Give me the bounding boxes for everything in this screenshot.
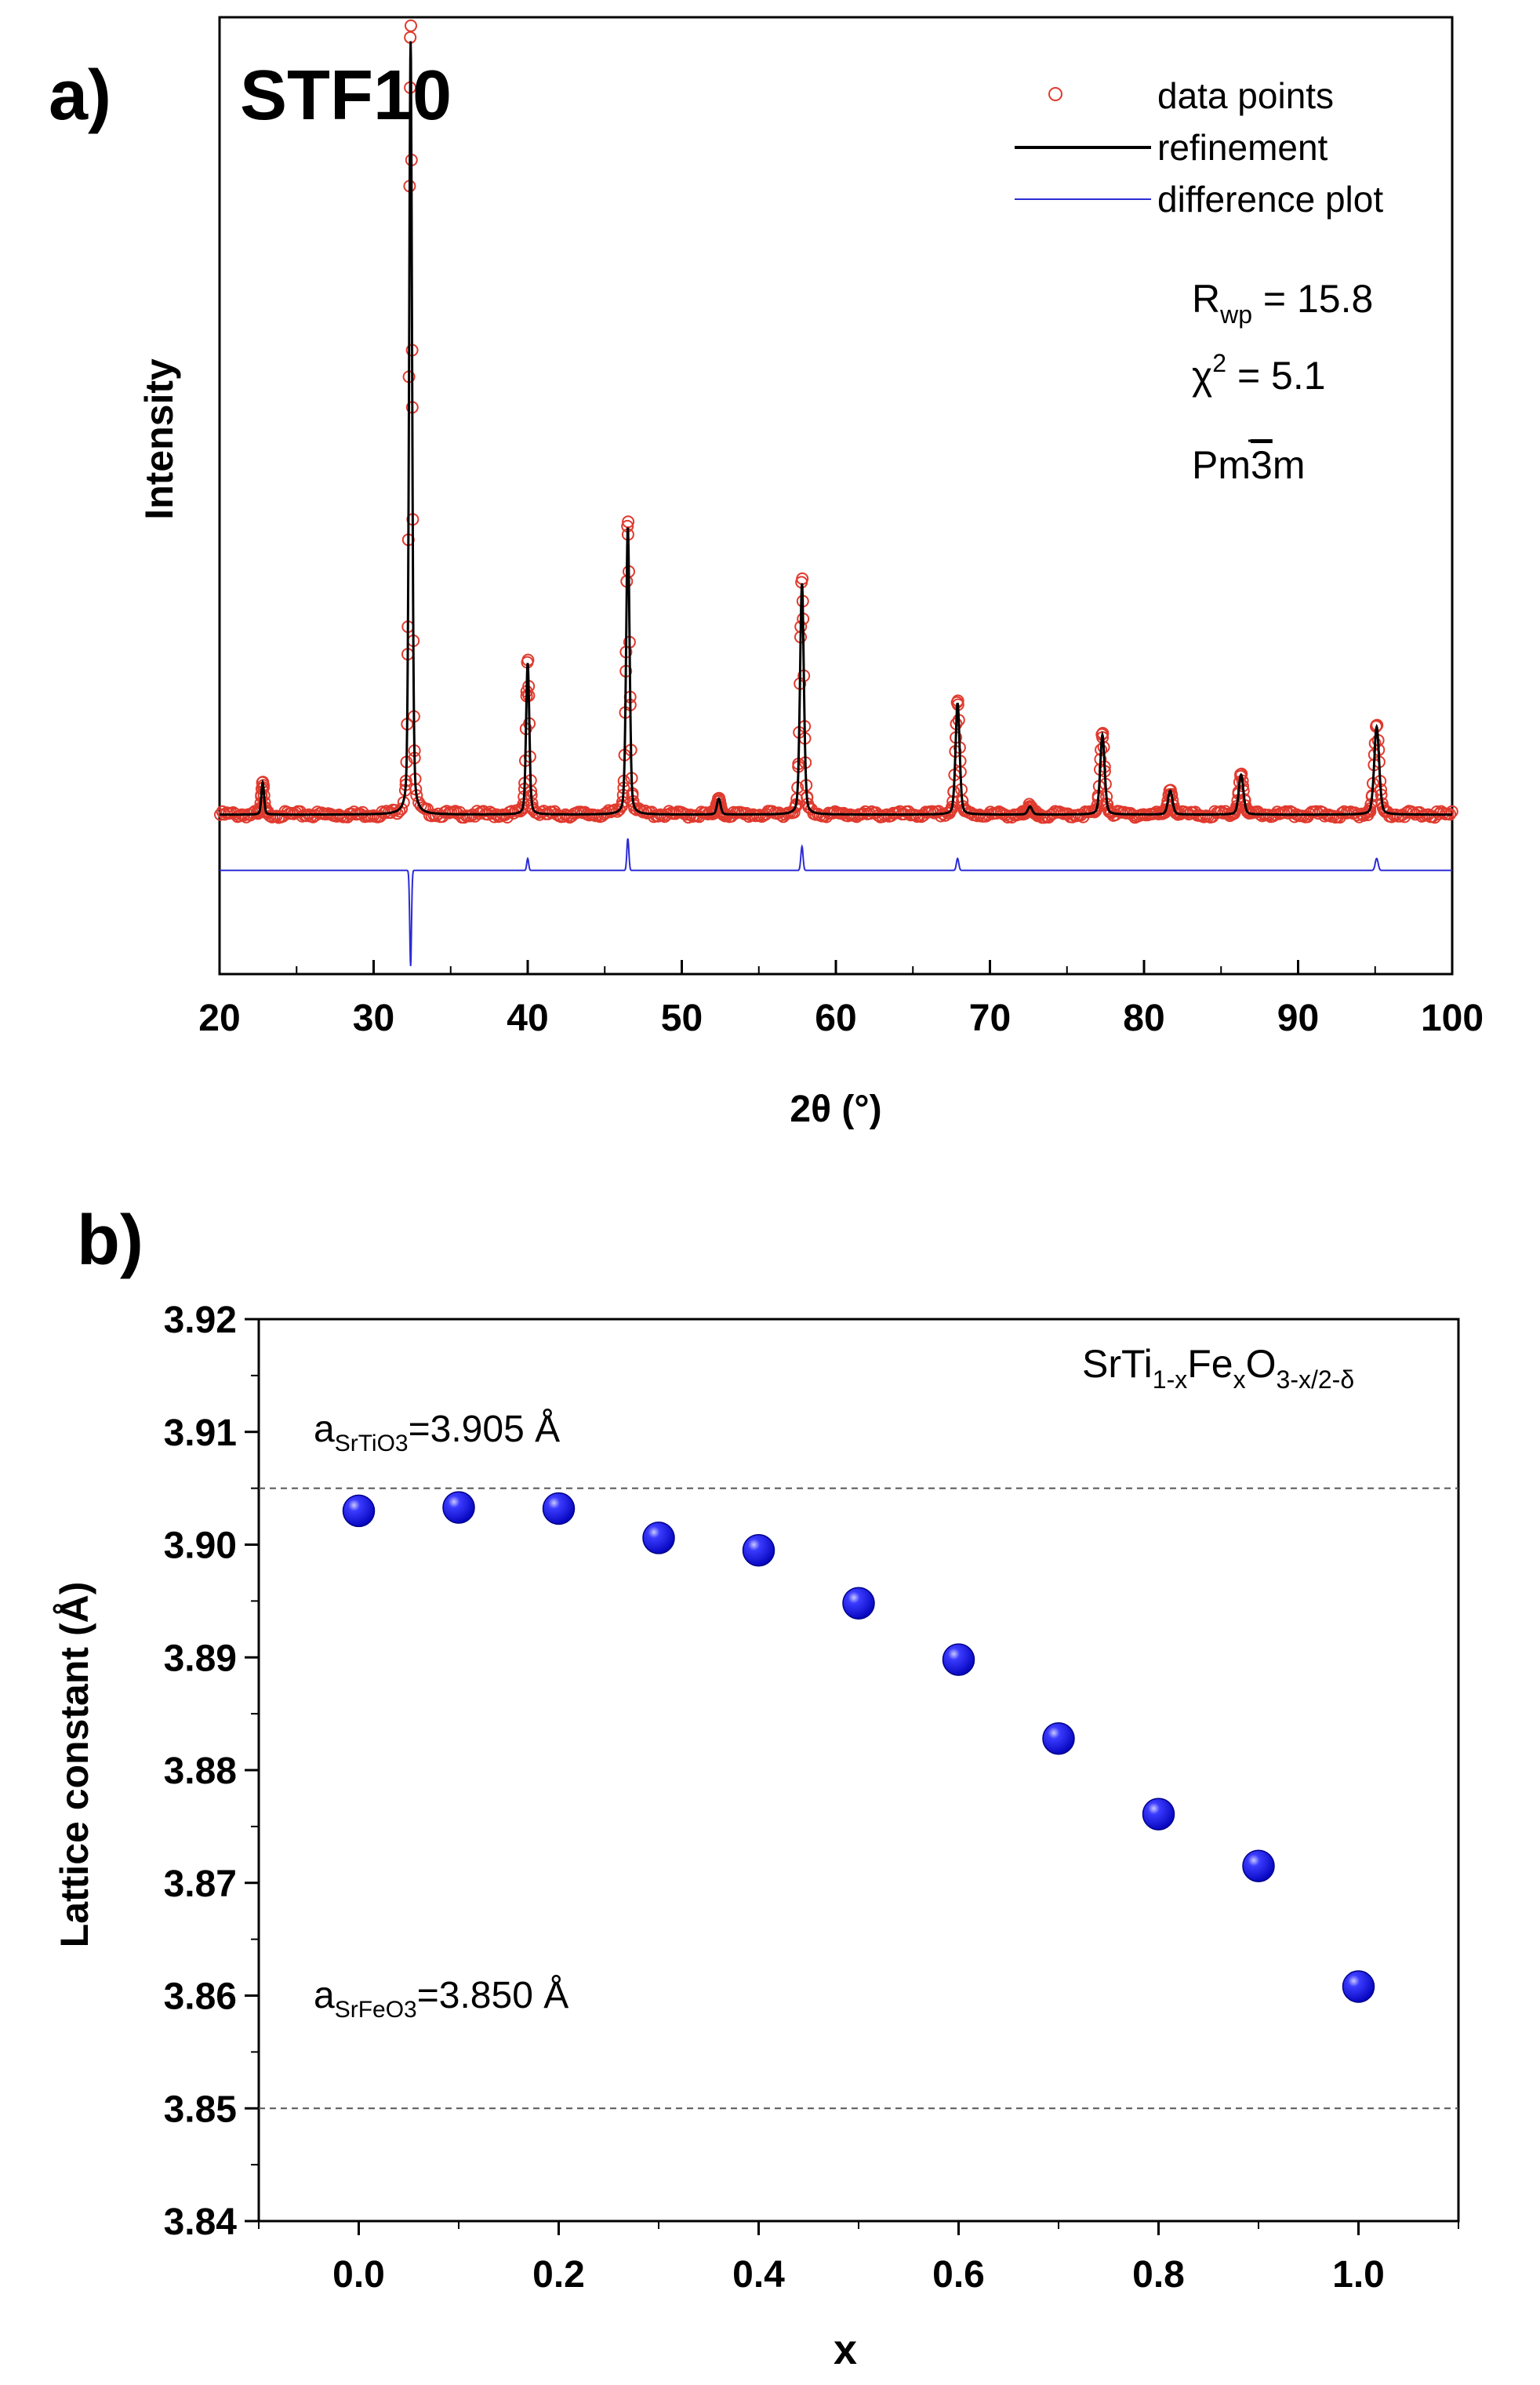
panel-b-x-ticks bbox=[258, 2221, 1459, 2235]
panel-a-x-tick-label: 30 bbox=[353, 998, 394, 1039]
data-point bbox=[1088, 805, 1101, 819]
data-point bbox=[430, 809, 443, 823]
panel-b-y-tick-label: 3.89 bbox=[164, 1638, 237, 1679]
data-point bbox=[1378, 804, 1391, 817]
panel-b-y-ticks bbox=[245, 1318, 259, 2223]
data-point bbox=[1240, 805, 1254, 818]
lattice-point bbox=[742, 1533, 775, 1567]
annotation-space-group: Pm3m bbox=[1192, 443, 1305, 487]
panel-b-y-tick-label: 3.91 bbox=[164, 1412, 237, 1454]
lattice-point bbox=[942, 1643, 975, 1676]
legend-label-data-points: data points bbox=[1157, 75, 1334, 116]
panel-b-x-tick-label: 0.8 bbox=[1132, 2254, 1185, 2296]
panel-a-y-axis-label: Intensity bbox=[137, 358, 181, 520]
panel-b-label: b) bbox=[77, 1202, 143, 1280]
lattice-point bbox=[342, 1494, 376, 1528]
lattice-point bbox=[1142, 1798, 1175, 1831]
panel-b-y-tick-label: 3.88 bbox=[164, 1751, 237, 1792]
panel-a: a) 20 30 40 50 60 70 80 90 100 STF10 Intensity 2… bbox=[49, 16, 1484, 1130]
panel-a-legend: data points refinement difference plot bbox=[1015, 75, 1383, 220]
panel-b-formula: SrTi1-xFexO3-x/2-δ bbox=[1082, 1342, 1354, 1394]
panel-a-x-tick-label: 20 bbox=[198, 998, 240, 1039]
data-point bbox=[1445, 805, 1458, 818]
data-point bbox=[652, 809, 665, 823]
data-point bbox=[622, 515, 635, 529]
data-point bbox=[934, 809, 947, 823]
lattice-point bbox=[842, 1587, 875, 1620]
panel-b-x-tick-labels: 0.0 0.2 0.4 0.6 0.8 1.0 bbox=[332, 2254, 1385, 2296]
panel-b-x-tick-label: 0.6 bbox=[932, 2254, 985, 2296]
data-point bbox=[1150, 805, 1163, 819]
panel-a-x-ticks bbox=[218, 960, 1454, 974]
lattice-point bbox=[1342, 1970, 1375, 2003]
lattice-point bbox=[642, 1522, 675, 1554]
lattice-point bbox=[1042, 1721, 1075, 1755]
data-point bbox=[958, 805, 972, 817]
panel-b-x-tick-label: 1.0 bbox=[1332, 2254, 1385, 2296]
panel-b-y-tick-label: 3.85 bbox=[164, 2089, 237, 2130]
refinement-line bbox=[220, 41, 1452, 816]
panel-b-reference-lines bbox=[259, 1487, 1458, 2110]
panel-a-data bbox=[214, 19, 1458, 966]
data-point bbox=[1378, 805, 1392, 818]
panel-a-x-tick-label: 90 bbox=[1277, 998, 1319, 1039]
panel-b-y-tick-label: 3.84 bbox=[164, 2201, 238, 2243]
panel-b-plot-frame bbox=[257, 1318, 1460, 2223]
panel-a-x-tick-labels: 20 30 40 50 60 70 80 90 100 bbox=[198, 998, 1484, 1039]
lattice-point bbox=[442, 1491, 475, 1524]
panel-b-x-axis-label: x bbox=[834, 2326, 857, 2373]
panel-a-x-tick-label: 70 bbox=[969, 998, 1011, 1039]
legend-marker-data-points bbox=[1048, 87, 1062, 101]
panel-a-annotations: Rwp = 15.8 χ2 = 5.1 Pm3m bbox=[1192, 277, 1373, 487]
panel-b-x-tick-label: 0.4 bbox=[732, 2254, 785, 2296]
panel-a-title: STF10 bbox=[240, 56, 452, 135]
reference-label-srfeo3: aSrFeO3=3.850 Å bbox=[314, 1975, 568, 2023]
data-point bbox=[1266, 809, 1280, 823]
legend-label-refinement: refinement bbox=[1157, 127, 1328, 168]
panel-b-y-tick-label: 3.87 bbox=[164, 1863, 237, 1905]
panel-a-x-tick-label: 60 bbox=[815, 998, 856, 1039]
annotation-rwp: Rwp = 15.8 bbox=[1192, 277, 1373, 329]
panel-b-y-tick-label: 3.92 bbox=[164, 1300, 237, 1341]
panel-b-y-axis-label: Lattice constant (Å) bbox=[53, 1582, 96, 1948]
panel-a-label: a) bbox=[49, 56, 111, 135]
data-point bbox=[561, 809, 574, 823]
panel-b-y-tick-label: 3.86 bbox=[164, 1976, 237, 2018]
panel-b-data-points bbox=[342, 1491, 1375, 2003]
panel-b-x-tick-label: 0.2 bbox=[532, 2254, 585, 2296]
data-point bbox=[802, 801, 815, 813]
lattice-point bbox=[542, 1492, 576, 1525]
panel-b-y-tick-labels: 3.84 3.85 3.86 3.87 3.88 3.89 3.90 3.91 3.92 bbox=[164, 1300, 238, 2243]
data-point bbox=[1103, 805, 1117, 819]
panel-a-x-tick-label: 40 bbox=[507, 998, 548, 1039]
panel-b: b) 3.843.853.863.873.883.893.903.913.92 … bbox=[53, 1202, 1460, 2373]
difference-line bbox=[220, 838, 1452, 966]
data-point bbox=[405, 19, 417, 32]
panel-a-x-tick-label: 50 bbox=[661, 998, 703, 1039]
data-point bbox=[527, 803, 540, 816]
panel-a-x-axis-label: 2θ (°) bbox=[790, 1089, 881, 1130]
panel-a-x-tick-label: 80 bbox=[1123, 998, 1164, 1039]
legend-label-difference-plot: difference plot bbox=[1157, 179, 1383, 220]
lattice-point bbox=[1242, 1849, 1275, 1882]
panel-a-x-tick-label: 100 bbox=[1421, 998, 1484, 1039]
reference-label-srtio3: aSrTiO3=3.905 Å bbox=[314, 1409, 560, 1456]
annotation-chi-squared: χ2 = 5.1 bbox=[1192, 349, 1326, 398]
panel-b-y-tick-label: 3.90 bbox=[164, 1525, 237, 1567]
panel-b-x-tick-label: 0.0 bbox=[332, 2254, 385, 2296]
